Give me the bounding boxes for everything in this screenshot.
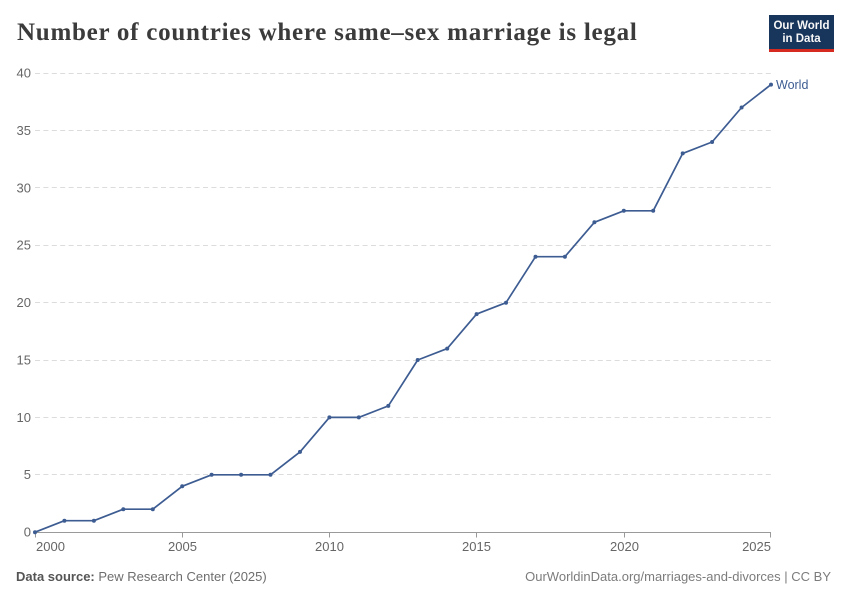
svg-text:20: 20 <box>17 295 31 310</box>
svg-text:40: 40 <box>17 66 31 81</box>
svg-text:2000: 2000 <box>36 539 65 554</box>
svg-text:2020: 2020 <box>610 539 639 554</box>
svg-text:World: World <box>776 78 808 92</box>
svg-text:2010: 2010 <box>315 539 344 554</box>
svg-text:0: 0 <box>24 525 31 540</box>
svg-text:30: 30 <box>17 180 31 195</box>
svg-text:35: 35 <box>17 123 31 138</box>
svg-text:2025: 2025 <box>742 539 771 554</box>
svg-text:15: 15 <box>17 352 31 367</box>
svg-text:5: 5 <box>24 467 31 482</box>
svg-text:10: 10 <box>17 410 31 425</box>
svg-text:2005: 2005 <box>168 539 197 554</box>
svg-text:25: 25 <box>17 238 31 253</box>
svg-text:2015: 2015 <box>462 539 491 554</box>
